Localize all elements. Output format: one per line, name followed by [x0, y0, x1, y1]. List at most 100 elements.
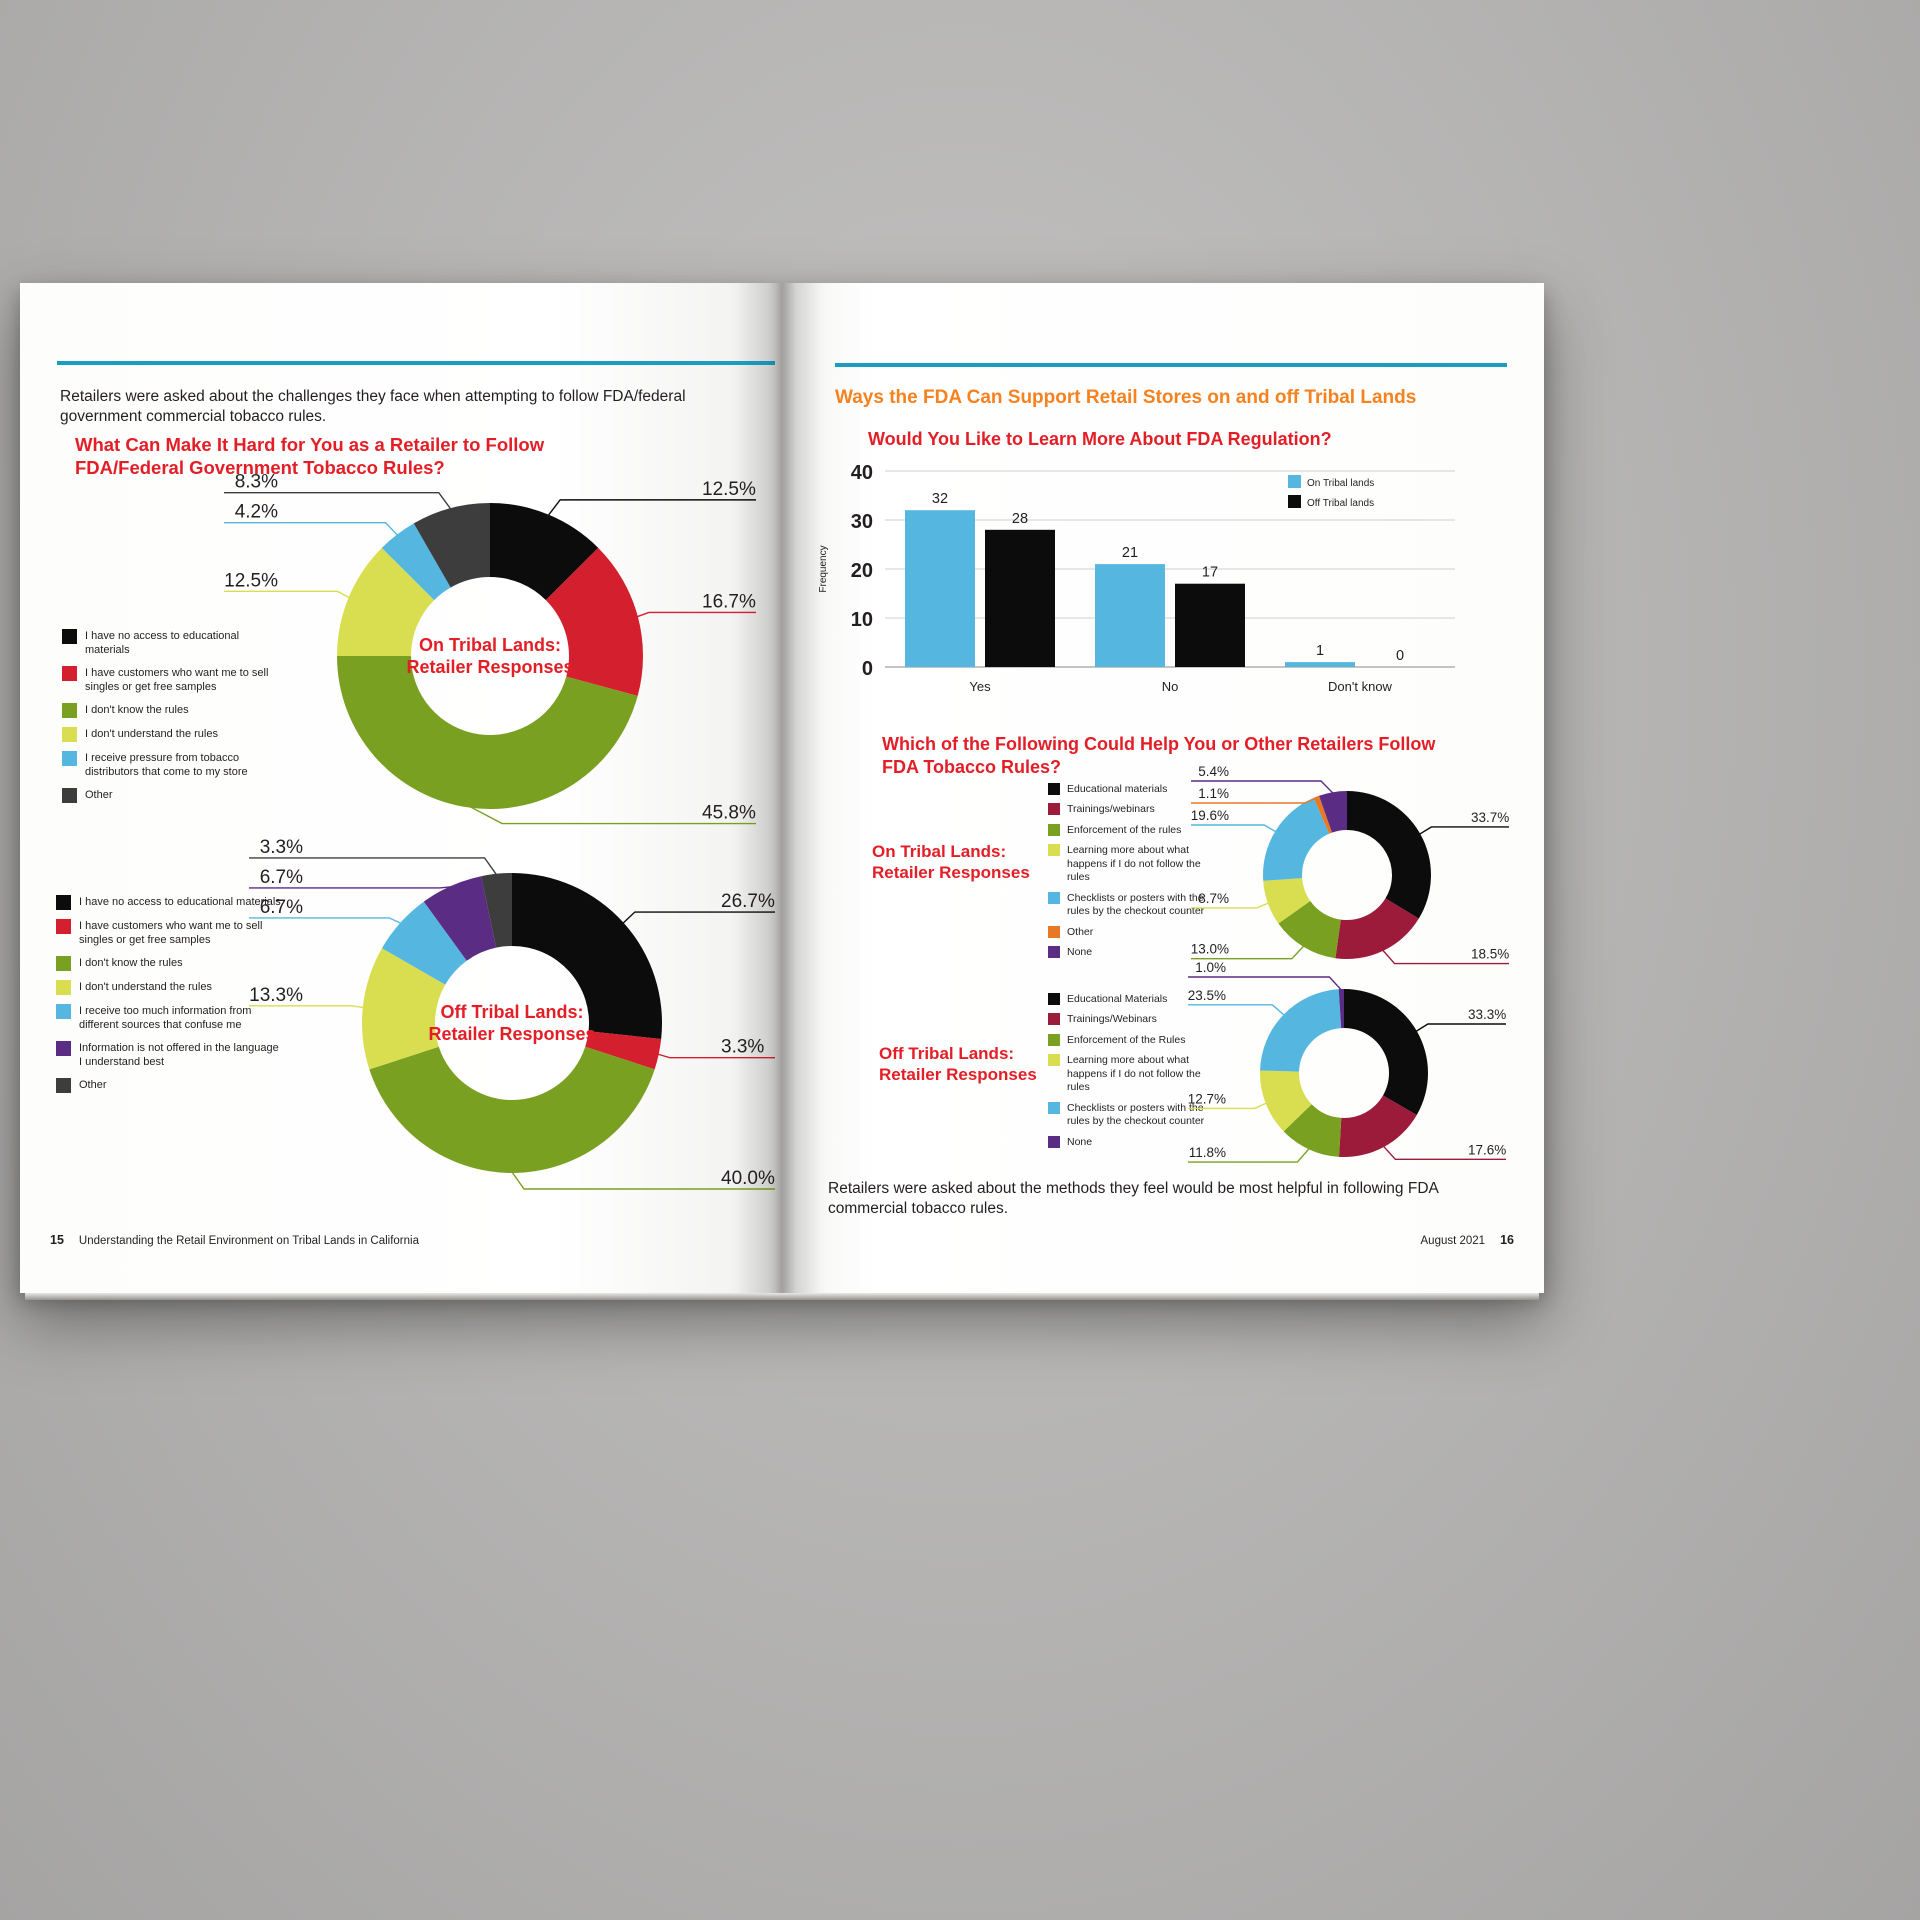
label-leader-line	[249, 917, 402, 925]
legend-label: Enforcement of the Rules	[1067, 1033, 1186, 1046]
donut-slice	[481, 873, 512, 948]
page-footer: August 2021 16	[1421, 1233, 1515, 1247]
legend-item: Other	[1048, 925, 1226, 939]
percent-label: 11.8%	[1189, 1145, 1226, 1160]
label-leader-line	[1188, 1147, 1310, 1163]
bar-value-label: 28	[1012, 511, 1028, 527]
legend-item: Learning more about what happens if I do…	[1048, 1054, 1226, 1094]
percent-label: 3.3%	[721, 1037, 764, 1058]
legend-swatch	[62, 751, 77, 767]
legend-swatch	[1048, 1033, 1060, 1046]
legend-item: Other	[62, 788, 284, 804]
bar	[905, 510, 975, 667]
legend-swatch	[1048, 844, 1060, 857]
donut-center-line1: Off Tribal Lands:	[440, 1002, 584, 1022]
off-tribal-side-label: Off Tribal Lands: Retailer Responses	[879, 1043, 1037, 1086]
label-leader-line	[1418, 826, 1509, 835]
on-tribal-side-label: On Tribal Lands: Retailer Responses	[872, 841, 1030, 884]
legend-item: I have customers who want me to sell sin…	[62, 666, 284, 694]
bar	[1095, 564, 1165, 667]
legend-swatch	[1048, 1054, 1060, 1067]
percent-label: 23.5%	[1188, 988, 1226, 1003]
donut-slice	[369, 1046, 655, 1173]
y-tick-label: 40	[851, 462, 873, 484]
footer-title: Understanding the Retail Environment on …	[78, 1235, 419, 1247]
legend-label: None	[1067, 1135, 1093, 1148]
legend-label: I have customers who want me to sell sin…	[79, 920, 263, 947]
percent-label: 16.7%	[702, 591, 756, 612]
percent-label: 12.7%	[1188, 1091, 1226, 1106]
legend-label: Educational Materials	[1067, 993, 1168, 1005]
legend-item: None	[1048, 945, 1226, 959]
label-leader-line	[249, 1005, 364, 1009]
y-tick-label: 30	[851, 511, 873, 533]
legend-label: Learning more about what happens if I do…	[1067, 844, 1201, 884]
donut-slice	[1335, 898, 1419, 959]
percent-label: 1.0%	[1195, 960, 1226, 975]
label-leader-line	[249, 857, 498, 876]
right-page: Ways the FDA Can Support Retail Stores o…	[782, 283, 1544, 1293]
label-leader-line	[1188, 976, 1342, 991]
percent-label: 4.2%	[235, 502, 278, 523]
legend-swatch	[62, 703, 77, 719]
legend-off-tribal-challenges: I have no access to educational material…	[56, 895, 281, 1102]
side-label-line2: Retailer Responses	[872, 863, 1030, 883]
donut-slice	[1283, 1104, 1342, 1157]
legend-item: Checklists or posters with the rules by …	[1048, 891, 1226, 919]
legend-label: I don't know the rules	[79, 957, 183, 970]
legend-item: I have customers who want me to sell sin…	[56, 919, 281, 947]
page-footer: 15 Understanding the Retail Environment …	[50, 1233, 419, 1247]
donut-center-label: On Tribal Lands: Retailer Responses	[370, 635, 610, 679]
label-leader-line	[1188, 1102, 1267, 1110]
donut-slice	[1278, 900, 1341, 959]
legend-item: None	[1048, 1135, 1226, 1149]
bar	[1285, 662, 1355, 667]
legend-item: Learning more about what happens if I do…	[1048, 844, 1226, 884]
percent-label: 13.0%	[1191, 942, 1229, 957]
percent-label: 33.7%	[1471, 810, 1509, 825]
legend-on-tribal-help: Educational materials Trainings/webinars E…	[1048, 783, 1226, 966]
label-leader-line	[547, 499, 756, 516]
percent-label: 6.7%	[260, 867, 303, 888]
percent-label: 19.6%	[1191, 808, 1229, 823]
side-label-line1: On Tribal Lands:	[872, 842, 1007, 861]
intro-text: Retailers were asked about the challenge…	[60, 387, 686, 426]
legend-off-tribal-help: Educational Materials Trainings/Webinars E…	[1048, 993, 1226, 1156]
legend-swatch	[1048, 945, 1060, 958]
percent-label: 8.3%	[235, 472, 278, 493]
legend-label: On Tribal lands	[1307, 478, 1374, 489]
legend-swatch	[1288, 475, 1301, 488]
legend-label: Trainings/webinars	[1067, 803, 1155, 816]
legend-label: Other	[85, 789, 113, 802]
donut-slice	[1260, 989, 1342, 1072]
legend-label: I have no access to educational material…	[85, 630, 240, 657]
footer-date: August 2021	[1420, 1235, 1486, 1247]
legend-item: I don't know the rules	[56, 956, 281, 972]
legend-label: I don't understand the rules	[79, 981, 212, 994]
legend-swatch	[62, 629, 77, 644]
legend-swatch	[62, 666, 77, 682]
donut-slice	[381, 523, 451, 601]
legend-label: Checklists or posters with the rules by …	[1067, 1101, 1205, 1128]
bar-value-label: 32	[932, 491, 948, 507]
bar-value-label: 1	[1316, 643, 1324, 659]
donut-slice	[512, 873, 662, 1039]
bar-value-label: 21	[1122, 545, 1138, 561]
label-leader-line	[1191, 945, 1305, 960]
legend-swatch	[1048, 823, 1060, 836]
label-leader-line	[657, 1053, 775, 1059]
legend-swatch	[1048, 993, 1060, 1005]
legend-label: Off Tribal lands	[1307, 498, 1374, 509]
donut-slice	[1338, 1095, 1417, 1157]
legend-swatch	[1288, 495, 1301, 508]
y-axis-title: Frequency	[818, 545, 829, 592]
left-chart-heading: What Can Make It Hard for You as a Retai…	[75, 434, 545, 479]
legend-label: I have no access to educational material…	[79, 896, 281, 908]
donut-slice	[1344, 989, 1428, 1115]
legend-on-tribal-challenges: I have no access to educational material…	[62, 629, 284, 812]
page-number: 16	[1500, 1233, 1514, 1247]
percent-label: 45.8%	[702, 803, 756, 824]
legend-item: I don't understand the rules	[56, 980, 281, 996]
bar	[1175, 583, 1245, 667]
